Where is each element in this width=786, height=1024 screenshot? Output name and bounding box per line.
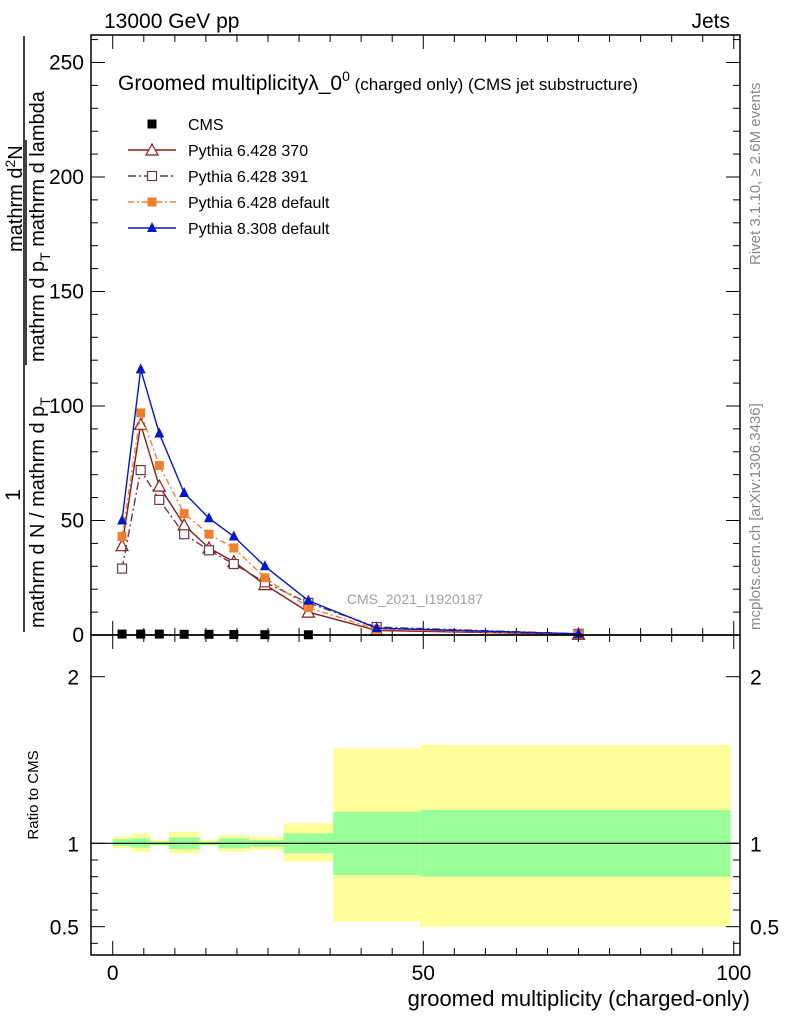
ratio-y-tick-label-right: 1 xyxy=(750,833,762,856)
data-point xyxy=(229,543,239,553)
data-point xyxy=(135,465,146,476)
legend-label: Pythia 8.308 default xyxy=(188,221,330,238)
ratio-plot-frame xyxy=(90,634,741,956)
series-2 xyxy=(116,465,584,639)
legend-label: Pythia 6.428 default xyxy=(188,195,330,212)
data-point xyxy=(204,529,214,539)
series-4 xyxy=(117,363,584,638)
data-point xyxy=(179,509,189,519)
main-y-tick-label: 200 xyxy=(49,166,84,189)
main-y-tick-label: 150 xyxy=(49,280,84,303)
ratio-axis-ticks xyxy=(91,635,740,955)
data-point xyxy=(116,563,128,574)
ratio-y-tick-label-right: 0.5 xyxy=(750,917,779,940)
data-point xyxy=(303,603,313,613)
y-label-numerator: 1 xyxy=(2,489,25,501)
main-y-tick-labels: 0 50 100 150 200 250 xyxy=(49,51,84,647)
ratio-tick-labels: 0.5 0.5 1 1 2 2 0 50 100 xyxy=(50,667,779,985)
data-point xyxy=(228,530,239,541)
legend-item: Pythia 6.428 default xyxy=(128,195,330,212)
ratio-inner-band xyxy=(112,839,132,846)
data-point xyxy=(154,461,164,471)
main-plot-panel: 0 50 100 150 200 250 CMS_2021_I1920187 Groome… xyxy=(49,34,741,647)
header-energy-label: 13000 GeV pp xyxy=(104,10,239,33)
ratio-y-axis-label: Ratio to CMS xyxy=(25,750,42,839)
data-point xyxy=(147,222,157,232)
x-tick-label: 100 xyxy=(716,962,751,985)
series-line xyxy=(121,412,579,635)
main-y-tick-label: 250 xyxy=(49,51,84,74)
x-axis-label: groomed multiplicity (charged-only) xyxy=(408,986,750,1011)
data-point xyxy=(177,517,192,531)
y-label-right-numerator: mathrm d2N xyxy=(2,145,27,252)
ratio-y-tick-label-right: 2 xyxy=(750,667,762,690)
data-point xyxy=(146,170,158,182)
data-point xyxy=(154,427,165,438)
data-point xyxy=(152,478,167,492)
data-point xyxy=(117,514,128,525)
series-line xyxy=(121,369,579,635)
header-jets-label: Jets xyxy=(691,10,730,33)
data-point xyxy=(371,622,382,633)
data-point xyxy=(117,629,127,639)
data-point xyxy=(228,558,239,570)
ratio-y-tick-label-left: 0.5 xyxy=(50,917,79,940)
rivet-version-label: Rivet 3.1.10, ≥ 2.6M events xyxy=(747,83,764,266)
analysis-watermark: CMS_2021_I1920187 xyxy=(347,591,483,607)
data-point xyxy=(135,363,146,374)
data-point xyxy=(260,573,270,583)
main-y-axis-label: 1 mathrm d N / mathrm d pT mathrm d2N ma… xyxy=(2,36,53,632)
legend-item: CMS xyxy=(147,117,224,134)
legend: CMS Pythia 6.428 370 Pythia 6.428 391 Pythi… xyxy=(128,117,330,238)
mcplots-reference-label: mcplots.cern.ch [arXiv:1306.3436] xyxy=(747,403,764,630)
legend-label: CMS xyxy=(188,117,224,134)
data-point xyxy=(147,197,157,207)
data-point xyxy=(179,487,190,498)
data-point xyxy=(179,529,190,540)
data-point xyxy=(144,142,160,156)
series-line xyxy=(121,468,579,635)
ratio-y-tick-label-left: 1 xyxy=(67,833,79,856)
legend-item: Pythia 6.428 370 xyxy=(128,142,308,160)
x-tick-label: 50 xyxy=(412,962,435,985)
data-point xyxy=(204,512,214,523)
data-point xyxy=(136,408,146,418)
data-point xyxy=(117,532,127,542)
y-label-denominator: mathrm d N / mathrm d pT xyxy=(27,397,53,628)
data-point xyxy=(203,545,215,556)
main-axis-ticks xyxy=(91,35,740,636)
data-point xyxy=(259,560,270,571)
main-y-tick-label: 0 xyxy=(72,624,84,647)
chart-title: Groomed multiplicityλ_00 (charged only) … xyxy=(118,68,638,95)
data-point xyxy=(303,594,314,605)
data-point xyxy=(154,494,165,505)
legend-label: Pythia 6.428 391 xyxy=(188,169,308,186)
main-y-tick-label: 50 xyxy=(61,509,84,532)
data-point xyxy=(115,538,130,552)
legend-label: Pythia 6.428 370 xyxy=(188,143,308,160)
series-line xyxy=(121,424,579,636)
ratio-uncertainty-bands xyxy=(91,745,740,927)
legend-item: Pythia 8.308 default xyxy=(128,221,330,238)
x-tick-label: 0 xyxy=(107,962,119,985)
ratio-y-tick-label-left: 2 xyxy=(67,667,79,690)
y-label-right-denominator: mathrm d pT mathrm d lambda xyxy=(27,90,53,362)
data-point xyxy=(147,119,157,129)
legend-item: Pythia 6.428 391 xyxy=(128,169,308,186)
data-point xyxy=(154,629,164,639)
ratio-plot-panel: 0.5 0.5 1 1 2 2 0 50 100 Ratio to CMS groomed mu… xyxy=(25,634,779,1011)
data-point xyxy=(133,417,148,430)
data-point xyxy=(136,629,146,639)
main-y-tick-label: 100 xyxy=(49,395,84,418)
